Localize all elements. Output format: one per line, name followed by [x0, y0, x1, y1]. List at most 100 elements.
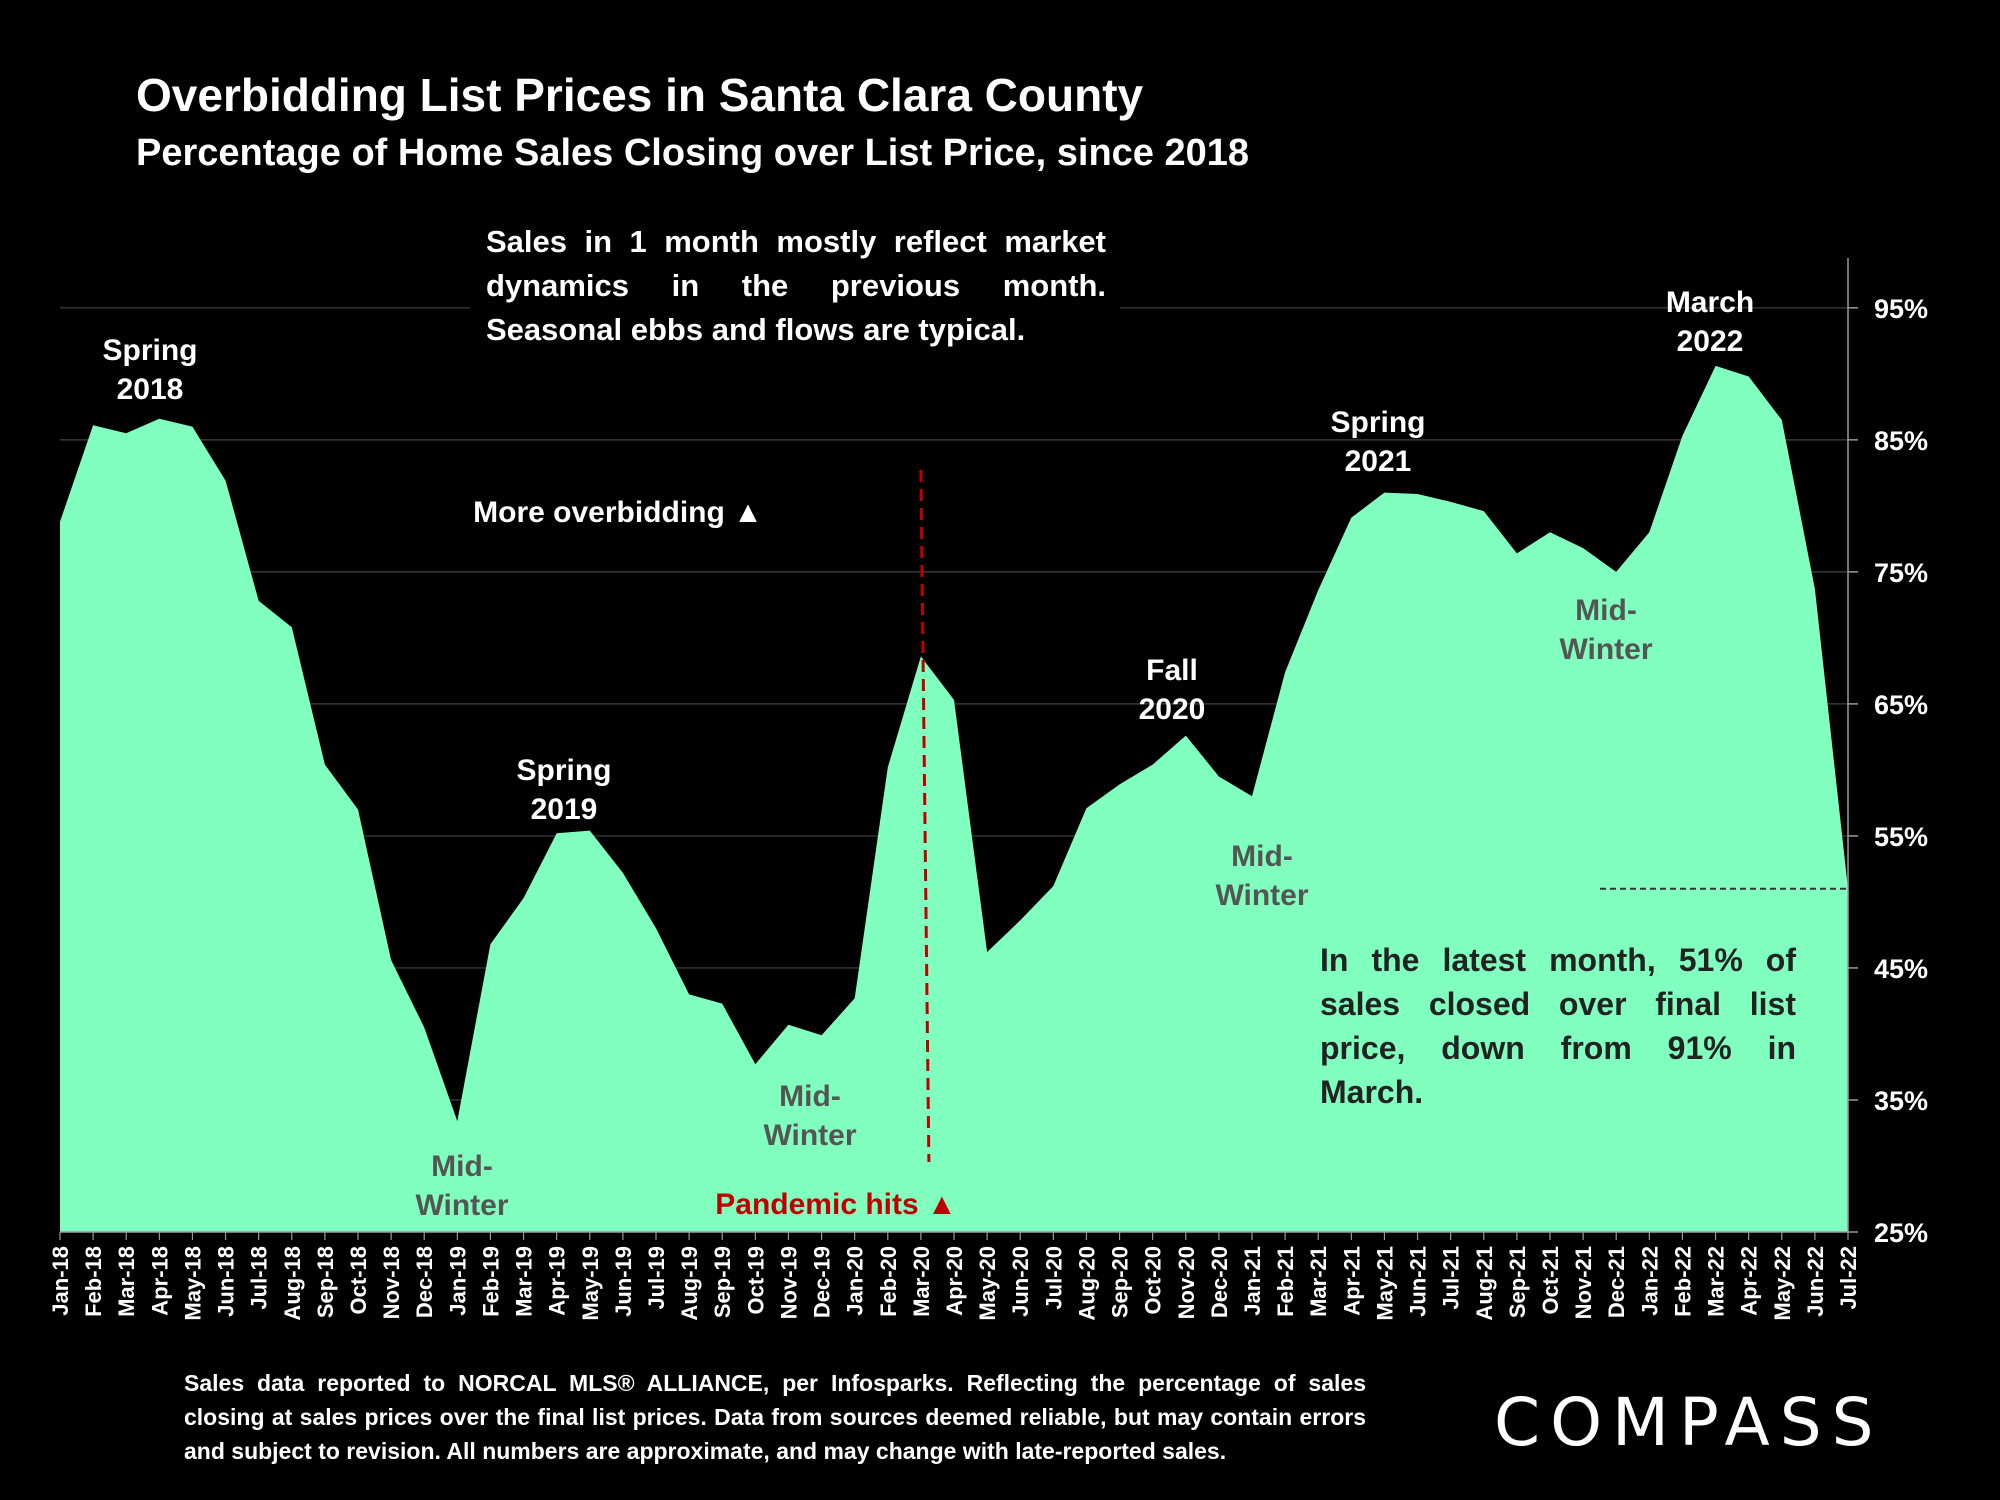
- y-tick-label: 75%: [1874, 558, 1928, 588]
- annotation-spring2018: Spring 2018: [103, 334, 198, 406]
- x-tick-label: Feb-21: [1273, 1246, 1298, 1317]
- x-tick-label: Oct-18: [346, 1246, 371, 1314]
- note-backing: [470, 212, 1120, 358]
- chart-title: Overbidding List Prices in Santa Clara C…: [136, 69, 1144, 121]
- footer-disclaimer: Sales data reported to NORCAL MLS® ALLIA…: [184, 1370, 1366, 1464]
- annotation-line: Pandemic hits ▲: [715, 1188, 956, 1221]
- x-tick-label: Mar-18: [114, 1246, 139, 1317]
- x-tick-label: May-21: [1372, 1246, 1397, 1321]
- annotation-spring2019: Spring 2019: [517, 754, 612, 826]
- x-tick-label: Feb-20: [876, 1246, 901, 1317]
- x-tick-label: Jun-18: [214, 1246, 239, 1317]
- x-tick-label: Aug-19: [677, 1246, 702, 1321]
- x-tick-label: Sep-19: [710, 1246, 735, 1318]
- annotation-line: March: [1666, 286, 1754, 319]
- pandemic-marker-line: [919, 469, 931, 1163]
- annotation-line: Winter: [763, 1119, 856, 1152]
- annotation-line: Spring: [517, 754, 612, 787]
- annotation-line: 2020: [1139, 693, 1206, 726]
- annotation-spring2021: Spring 2021: [1331, 406, 1426, 478]
- annotation-line: More overbidding ▲: [473, 496, 763, 529]
- x-tick-label: Dec-19: [810, 1246, 835, 1318]
- x-tick-label: Nov-20: [1174, 1246, 1199, 1319]
- x-tick-label: Dec-21: [1604, 1246, 1629, 1318]
- annotation-line: Spring: [103, 334, 198, 367]
- x-tick-label: Apr-19: [545, 1246, 570, 1316]
- annotation-midwinter1: Mid- Winter: [415, 1150, 508, 1222]
- x-tick-label: Jun-22: [1803, 1246, 1828, 1317]
- x-tick-label: May-22: [1770, 1246, 1795, 1321]
- x-tick-label: Jun-21: [1406, 1246, 1431, 1317]
- annotation-line: Mid-: [779, 1080, 841, 1113]
- x-tick-label: Jul-20: [1041, 1246, 1066, 1310]
- y-tick-label: 55%: [1874, 822, 1928, 852]
- annotation-line: Winter: [1215, 879, 1308, 912]
- x-tick-label: Jan-22: [1637, 1246, 1662, 1316]
- annotation-line: Mid-: [431, 1150, 493, 1183]
- y-tick-label: 95%: [1874, 294, 1928, 324]
- x-tick-label: Jan-20: [843, 1246, 868, 1316]
- x-tick-label: May-20: [975, 1246, 1000, 1321]
- x-tick-label: Mar-21: [1306, 1246, 1331, 1317]
- x-tick-label: Jun-19: [611, 1246, 636, 1317]
- x-tick-label: May-18: [180, 1246, 205, 1321]
- x-tick-label: Mar-20: [909, 1246, 934, 1317]
- annotation-midwinter4: Mid- Winter: [1559, 594, 1652, 666]
- x-tick-label: Mar-19: [512, 1246, 537, 1317]
- x-tick-label: Apr-18: [147, 1246, 172, 1316]
- x-tick-label: Jan-21: [1240, 1246, 1265, 1316]
- x-tick-label: Dec-20: [1207, 1246, 1232, 1318]
- y-tick-label: 25%: [1874, 1218, 1928, 1248]
- y-tick-label: 85%: [1874, 426, 1928, 456]
- y-tick-label: 65%: [1874, 690, 1928, 720]
- annotation-line: Fall: [1146, 654, 1198, 687]
- annotation-fall2020: Fall 2020: [1139, 654, 1206, 726]
- x-tick-label: Feb-18: [81, 1246, 106, 1317]
- annotation-line: Winter: [1559, 633, 1652, 666]
- annotation-more: More overbidding ▲: [473, 496, 763, 529]
- x-tick-label: Sep-20: [1108, 1246, 1133, 1318]
- x-tick-label: Feb-22: [1670, 1246, 1695, 1317]
- annotation-midwinter3: Mid- Winter: [1215, 840, 1308, 912]
- annotation-midwinter2: Mid- Winter: [763, 1080, 856, 1152]
- x-tick-label: Jul-19: [644, 1246, 669, 1310]
- annotation-line: Winter: [415, 1189, 508, 1222]
- x-tick-label: Apr-20: [942, 1246, 967, 1316]
- x-tick-label: Sep-21: [1505, 1246, 1530, 1318]
- x-tick-label: Jul-22: [1836, 1246, 1861, 1310]
- x-tick-label: Oct-21: [1538, 1246, 1563, 1314]
- x-tick-label: Jun-20: [1008, 1246, 1033, 1317]
- annotation-line: 2021: [1345, 445, 1412, 478]
- x-tick-label: Aug-20: [1074, 1246, 1099, 1321]
- x-tick-label: Nov-19: [776, 1246, 801, 1319]
- x-tick-label: Jul-18: [247, 1246, 272, 1310]
- annotation-line: Spring: [1331, 406, 1426, 439]
- annotation-march2022: March 2022: [1666, 286, 1754, 358]
- x-tick-label: Apr-21: [1339, 1246, 1364, 1316]
- annotation-line: 2018: [117, 373, 184, 406]
- x-tick-label: Aug-18: [280, 1246, 305, 1321]
- annotation-line: Mid-: [1231, 840, 1293, 873]
- x-tick-label: Sep-18: [313, 1246, 338, 1318]
- annotation-line: 2019: [531, 793, 598, 826]
- x-tick-label: Oct-19: [743, 1246, 768, 1314]
- y-tick-label: 35%: [1874, 1086, 1928, 1116]
- x-tick-label: Nov-18: [379, 1246, 404, 1319]
- y-tick-label: 45%: [1874, 954, 1928, 984]
- chart-subtitle: Percentage of Home Sales Closing over Li…: [136, 132, 1250, 174]
- x-tick-label: May-19: [578, 1246, 603, 1321]
- series-area: [60, 365, 1848, 1232]
- note-latest-month: In the latest month, 51% of sales closed…: [1320, 942, 1796, 1110]
- x-tick-label: Feb-19: [478, 1246, 503, 1317]
- x-tick-label: Oct-20: [1141, 1246, 1166, 1314]
- note-seasonal: Sales in 1 month mostly reflect market d…: [486, 224, 1106, 347]
- x-tick-label: Jan-18: [48, 1246, 73, 1316]
- annotation-pandemic: Pandemic hits ▲: [715, 1188, 956, 1221]
- annotation-line: 2022: [1677, 325, 1744, 358]
- x-tick-label: Apr-22: [1737, 1246, 1762, 1316]
- annotation-line: Mid-: [1575, 594, 1637, 627]
- x-tick-label: Jan-19: [445, 1246, 470, 1316]
- x-tick-label: Dec-18: [412, 1246, 437, 1318]
- x-tick-label: Aug-21: [1472, 1246, 1497, 1321]
